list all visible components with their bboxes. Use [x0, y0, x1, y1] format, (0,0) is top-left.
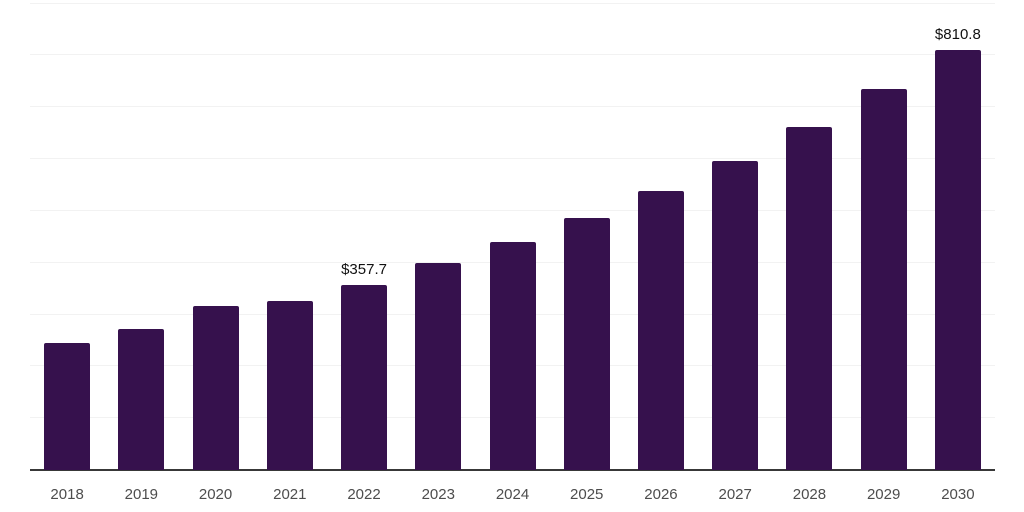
x-tick-label-2028: 2028: [792, 486, 827, 503]
bar-2021: [266, 301, 313, 470]
bar-2019: [118, 328, 165, 470]
gridline-500: [30, 209, 995, 211]
x-tick-label-2024: 2024: [495, 486, 530, 503]
gridline-700: [30, 106, 995, 108]
x-tick-label-2018: 2018: [50, 486, 84, 503]
bar-2018: [44, 342, 91, 470]
x-tick-label-2027: 2027: [718, 486, 752, 503]
bar-2027: [712, 160, 759, 470]
x-axis-labels: 2018 2019 2020 2021 2022 2023 2024 2025 2026 2027…: [30, 481, 995, 507]
plot-area: $357.7 $810.8: [30, 0, 995, 471]
bar-2029: [860, 89, 907, 470]
bar-2030: [934, 49, 981, 470]
x-tick-label-2021: 2021: [273, 486, 307, 503]
bar-value-label-2030: $810.8: [934, 25, 981, 43]
bar-value-label-2022: $357.7: [341, 260, 387, 278]
x-tick-label-2019: 2019: [124, 486, 159, 503]
bar-2025: [563, 218, 610, 470]
gridline-900: [30, 2, 995, 4]
x-tick-label-2022: 2022: [347, 486, 381, 503]
x-tick-label-2026: 2026: [644, 486, 678, 503]
gridline-600: [30, 158, 995, 160]
x-tick-label-2020: 2020: [198, 486, 233, 503]
x-tick-label-2029: 2029: [866, 486, 901, 503]
x-tick-label-2025: 2025: [570, 486, 604, 503]
x-tick-label-2030: 2030: [941, 486, 975, 503]
bar-2023: [415, 262, 462, 470]
x-tick-label-2023: 2023: [421, 486, 455, 503]
bar-2022: [341, 284, 388, 470]
bar-2026: [637, 190, 684, 470]
bar-2028: [786, 127, 833, 470]
bar-2020: [192, 306, 239, 470]
gridline-800: [30, 54, 995, 56]
bar-2024: [489, 242, 536, 470]
x-axis-line: [30, 469, 995, 471]
